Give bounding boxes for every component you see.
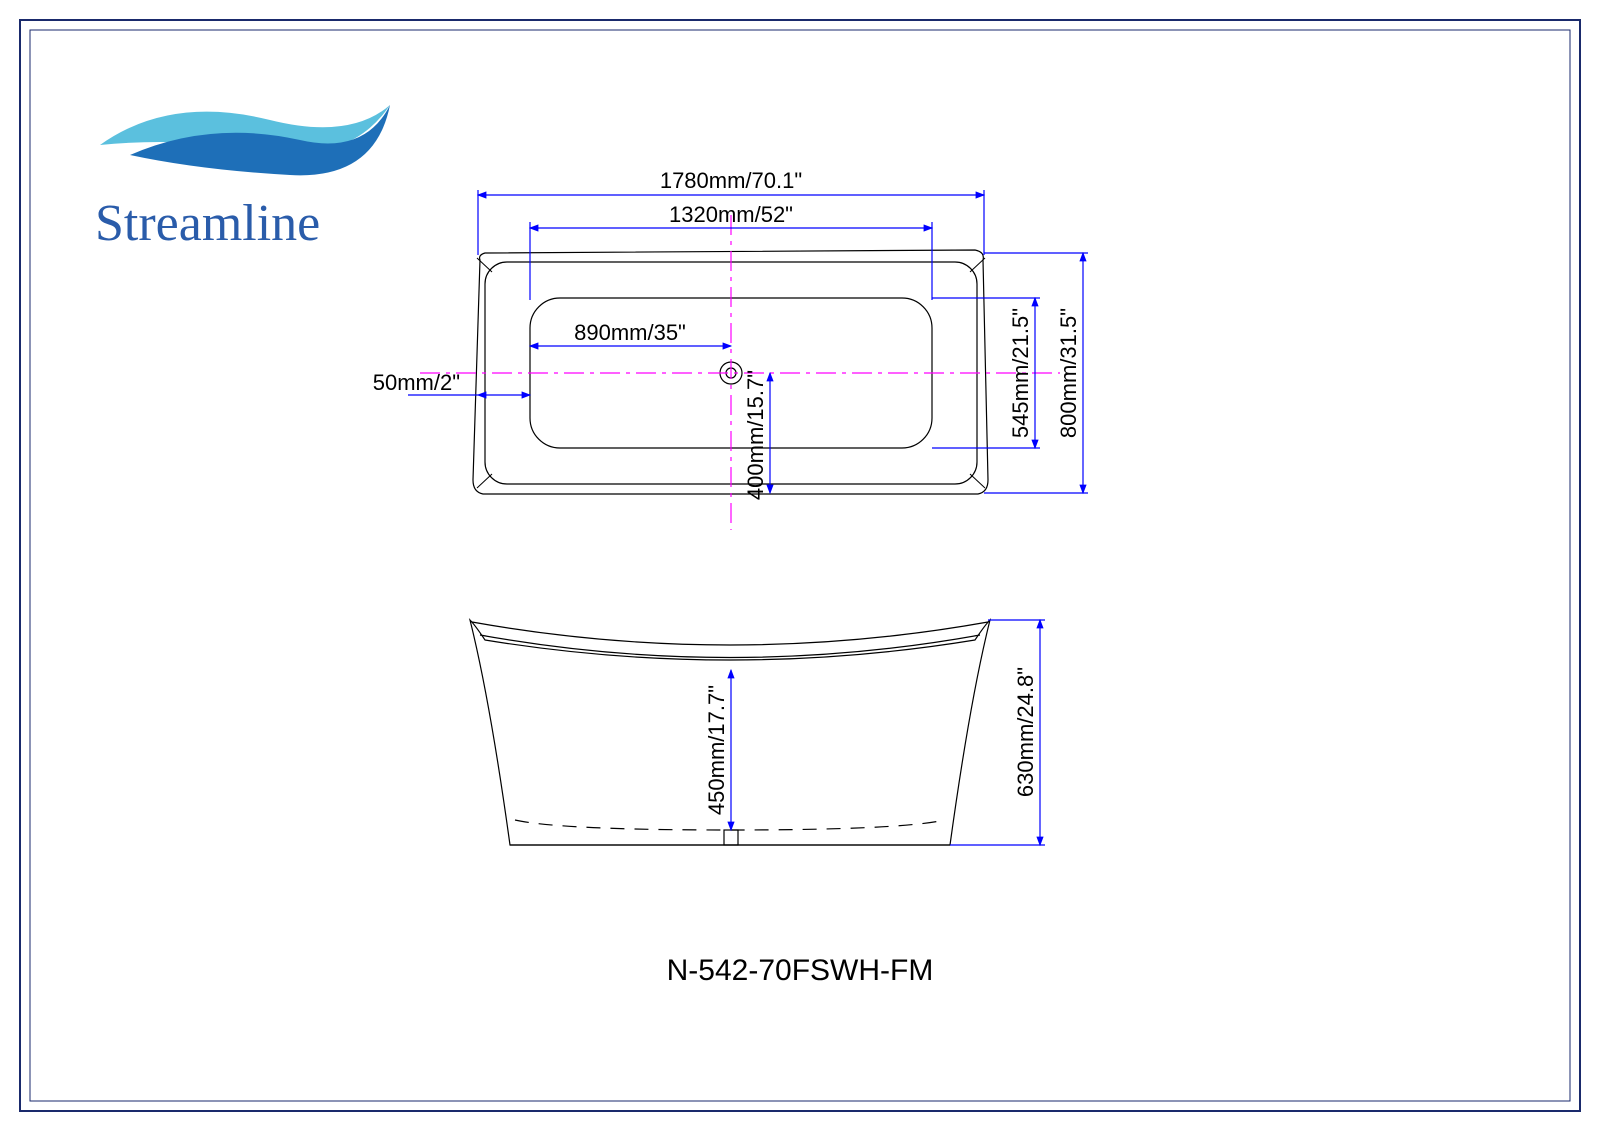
dim-half-width: 400mm/15.7" bbox=[743, 370, 768, 500]
dim-overall-height: 630mm/24.8" bbox=[1013, 667, 1038, 797]
part-number: N-542-70FSWH-FM bbox=[667, 954, 934, 987]
dim-overall-width: 800mm/31.5" bbox=[1056, 308, 1081, 438]
drawing-svg: Streamline 1780mm/70.1" bbox=[0, 0, 1600, 1131]
dim-inner-height: 450mm/17.7" bbox=[704, 685, 729, 815]
dim-overall-length: 1780mm/70.1" bbox=[660, 168, 802, 193]
dim-wall-thickness: 50mm/2" bbox=[373, 370, 460, 395]
side-rim-top bbox=[472, 622, 988, 645]
corner-mark bbox=[970, 474, 985, 488]
side-outer-outline bbox=[470, 620, 990, 845]
side-rim-bottom bbox=[480, 635, 980, 658]
drawing-page: Streamline 1780mm/70.1" bbox=[0, 0, 1600, 1131]
side-hidden-base bbox=[515, 820, 945, 830]
corner-mark bbox=[477, 474, 492, 488]
side-view: 450mm/17.7" 630mm/24.8" bbox=[470, 620, 1045, 845]
top-view: 1780mm/70.1" 1320mm/52" 890mm/35" 50mm/2… bbox=[373, 168, 1088, 530]
brand-logo: Streamline bbox=[95, 105, 390, 252]
brand-name: Streamline bbox=[95, 195, 320, 252]
dim-half-length: 890mm/35" bbox=[574, 320, 686, 345]
side-drain-stub bbox=[724, 830, 738, 845]
dim-inner-width: 545mm/21.5" bbox=[1008, 308, 1033, 438]
dim-inner-length: 1320mm/52" bbox=[669, 202, 793, 227]
